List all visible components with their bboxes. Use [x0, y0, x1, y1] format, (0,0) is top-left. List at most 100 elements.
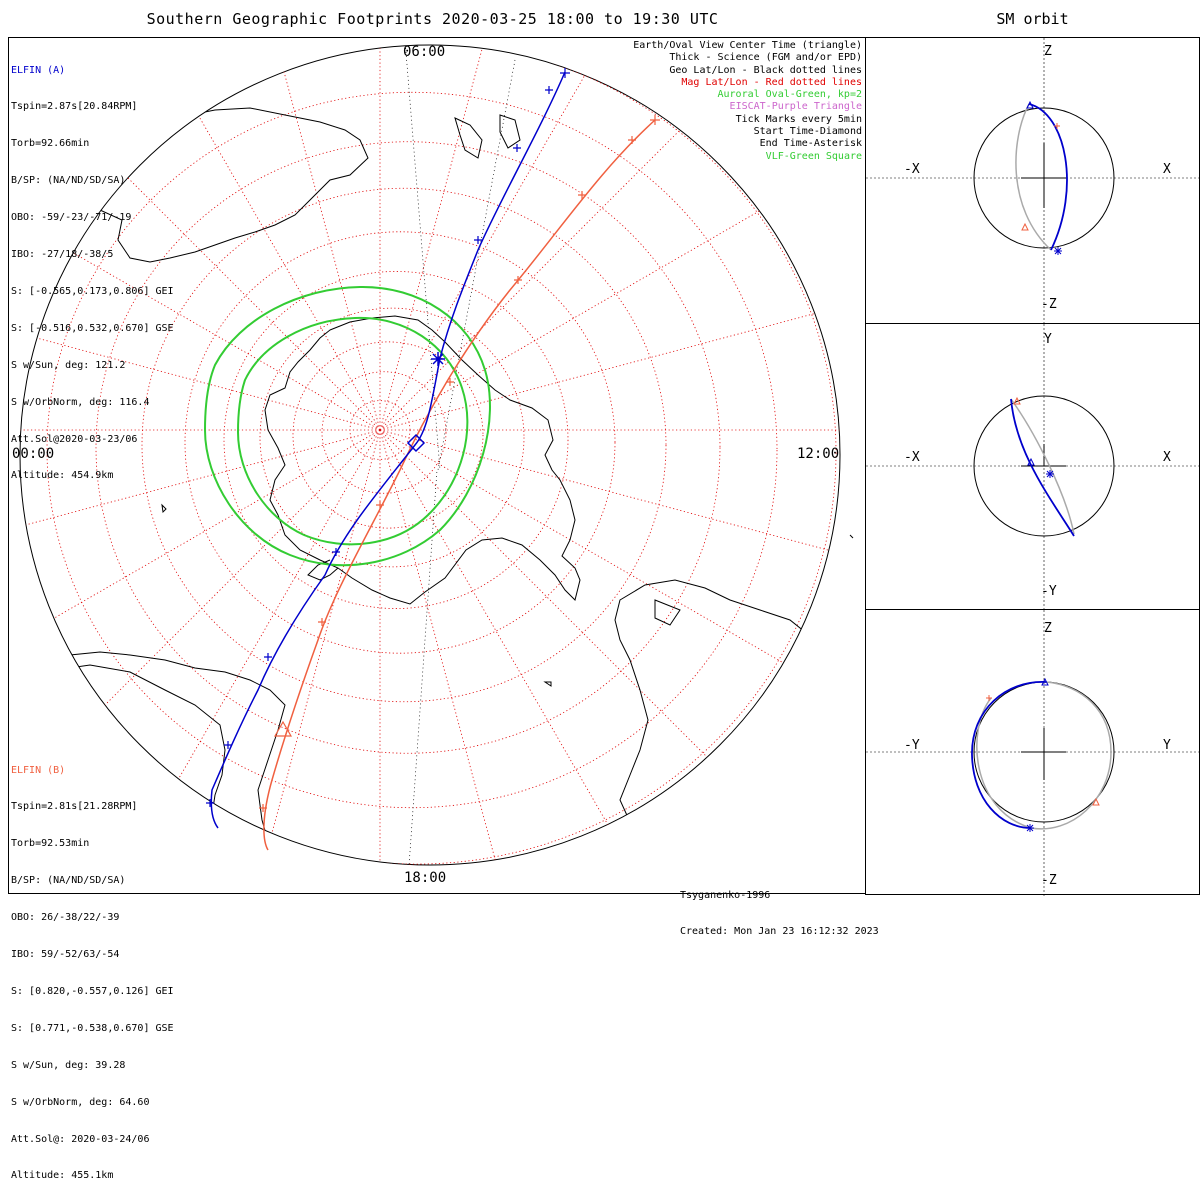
orbit-panel-xy: [865, 323, 1200, 611]
legend-item: End Time-Asterisk: [759, 138, 862, 150]
mag-meridian: [379, 295, 840, 431]
elfin-b-name: ELFIN (B): [11, 764, 66, 776]
elfin-a-name: ELFIN (A): [11, 64, 66, 76]
mag-lat-circle: [20, 45, 837, 865]
credit-model: Tsyganenko-1996: [680, 890, 771, 901]
yz-label-bottom: -Z: [1041, 873, 1057, 888]
elfin-b-line: OBO: 26/-38/22/-39: [11, 912, 120, 924]
legend-item: Mag Lat/Lon - Red dotted lines: [681, 76, 862, 88]
xy-label-right: X: [1163, 450, 1171, 465]
mag-meridian: [20, 295, 381, 431]
mag-lat-circle: [259, 307, 525, 568]
mag-meridian: [245, 45, 381, 431]
elfin-a-line: S: [-0.516,0.532,0.670] GSE: [11, 322, 174, 334]
mag-meridian: [379, 429, 515, 865]
orbit-xy-plot: [866, 324, 1200, 611]
xy-label-left: -X: [904, 450, 920, 465]
xz-label-bottom: -Z: [1041, 297, 1057, 312]
nz-south-coast: [499, 114, 521, 149]
xz-label-top: Z: [1044, 44, 1052, 59]
credit-created: Created: Mon Jan 23 16:12:32 2023: [680, 926, 879, 937]
nz-coast: [454, 117, 483, 159]
start-diamond: [406, 433, 426, 453]
elfin-b-line: Tspin=2.81s[21.28RPM]: [11, 801, 138, 813]
legend: Earth/Oval View Center Time (triangle) T…: [633, 40, 862, 163]
mag-meridian: [379, 45, 515, 431]
end-asterisk: [431, 352, 445, 366]
mag-lat-circle: [292, 341, 484, 529]
mag-lat-circle: [321, 371, 447, 494]
mag-meridian: [245, 429, 381, 865]
mag-meridian: [20, 429, 381, 565]
elfin-a-ticks: [206, 68, 570, 807]
lt-left: 00:00: [12, 446, 55, 462]
elfin-b-ticks: [259, 115, 660, 812]
antarctica-coast: [264, 315, 581, 605]
orbit-yz-plot: [866, 610, 1200, 896]
elfin-a-line: Tspin=2.87s[20.84RPM]: [11, 101, 138, 113]
legend-item: Geo Lat/Lon - Black dotted lines: [669, 64, 862, 76]
elfin-b-line: S w/Sun, deg: 39.28: [11, 1059, 126, 1071]
xz-label-right: X: [1163, 162, 1171, 177]
mag-lat-circle: [184, 231, 616, 654]
elfin-b-line: S: [0.820,-0.557,0.126] GEI: [11, 985, 174, 997]
mag-meridian: [379, 45, 641, 431]
mag-meridian: [379, 429, 840, 565]
mag-lat-circle: [95, 141, 721, 754]
footprint-map: [19, 44, 854, 866]
mag-meridian: [20, 169, 381, 431]
yz-label-right: Y: [1163, 738, 1171, 753]
xz-label-left: -X: [904, 162, 920, 177]
elfin-b-line: IBO: 59/-52/63/-54: [11, 949, 120, 961]
elfin-a-line: Att.Sol@2020-03-23/06: [11, 433, 138, 445]
xy-label-bottom: -Y: [1041, 584, 1057, 599]
elfin-b-track: [263, 119, 656, 851]
mag-meridian: [379, 429, 831, 691]
view-center-triangle: [273, 720, 293, 737]
island-coast: [654, 599, 681, 626]
elfin-a-line: Altitude: 454.9km: [11, 470, 114, 482]
mag-meridian: [379, 429, 748, 798]
earth-horizon: [19, 44, 841, 866]
credit: Tsyganenko-1996 Created: Mon Jan 23 16:1…: [680, 866, 879, 950]
elfin-b-line: Torb=92.53min: [11, 838, 90, 850]
yz-label-top: Z: [1044, 621, 1052, 636]
lt-top: 06:00: [403, 44, 446, 60]
legend-item: Thick - Science (FGM and/or EPD): [669, 52, 862, 64]
elfin-b-line: B/SP: (NA/ND/SD/SA): [11, 875, 126, 887]
legend-item: Start Time-Diamond: [753, 126, 862, 138]
mag-lat-circle: [141, 187, 667, 703]
mag-meridian: [379, 169, 831, 431]
elfin-b-line: S w/OrbNorm, deg: 64.60: [11, 1096, 150, 1108]
lt-right: 12:00: [797, 446, 840, 462]
legend-item: Tick Marks every 5min: [735, 113, 862, 125]
elfin-a-line: Torb=92.66min: [11, 138, 90, 150]
yz-label-left: -Y: [904, 738, 920, 753]
auroral-oval-outer: [203, 285, 491, 567]
lt-bottom: 18:00: [404, 870, 447, 886]
elfin-a-line: OBO: -59/-23/-71/-19: [11, 212, 132, 224]
mag-lat-grid: [20, 45, 840, 865]
mag-meridian: [20, 429, 381, 691]
orbit-xz-plot: [866, 38, 1200, 325]
xy-label-top: Y: [1044, 332, 1052, 347]
elfin-b-line: Altitude: 455.1km: [11, 1170, 114, 1182]
africa-coast: [614, 579, 831, 833]
elfin-a-line: S w/OrbNorm, deg: 116.4: [11, 396, 150, 408]
elfin-a-line: IBO: -27/18/-38/5: [11, 249, 114, 261]
legend-item: EISCAT-Purple Triangle: [729, 101, 862, 113]
legend-item: VLF-Green Square: [765, 150, 862, 162]
elfin-a-track: [210, 71, 566, 829]
elfin-b-info: ELFIN (B) Tspin=2.81s[21.28RPM] Torb=92.…: [11, 740, 174, 1195]
small-islands: [161, 503, 854, 687]
mag-lat-circle: [223, 271, 569, 609]
elfin-a-info: ELFIN (A) Tspin=2.87s[20.84RPM] Torb=92.…: [11, 40, 174, 495]
elfin-b-line: S: [0.771,-0.538,0.670] GSE: [11, 1022, 174, 1034]
plot-title: Southern Geographic Footprints 2020-03-2…: [146, 10, 719, 28]
legend-item: Auroral Oval-Green, kp=2: [717, 89, 863, 101]
mag-lat-circle: [46, 91, 778, 809]
legend-item: Earth/Oval View Center Time (triangle): [633, 40, 862, 51]
mag-meridian: [379, 429, 641, 865]
elfin-a-line: S: [-0.565,0.173,0.806] GEI: [11, 285, 174, 297]
elfin-a-line: S w/Sun, deg: 121.2: [11, 359, 126, 371]
